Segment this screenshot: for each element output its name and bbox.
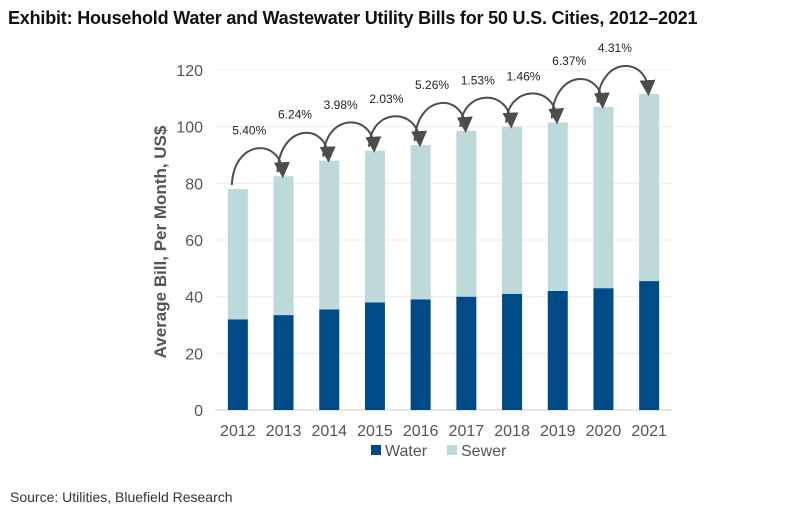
growth-label: 6.24%: [278, 108, 312, 122]
legend-swatch-water: [371, 445, 381, 455]
y-axis-label: Average Bill, Per Month, US$: [151, 125, 170, 358]
x-tick-label: 2020: [586, 423, 622, 440]
y-tick-label: 80: [185, 176, 203, 193]
legend: Water Sewer: [371, 443, 507, 460]
legend-swatch-sewer: [447, 445, 457, 455]
bar-water-2015: [364, 302, 385, 410]
bars: [227, 94, 660, 410]
growth-arrows: 5.40% 6.24% 3.98% 2.03% 5.26% 1.53% 1.46% 6.37%…: [230, 41, 656, 186]
growth-label: 1.53%: [461, 74, 495, 88]
growth-arrow: [276, 132, 336, 173]
growth-label: 6.37%: [552, 54, 586, 68]
y-tick-label: 20: [185, 346, 203, 363]
x-tick-label: 2018: [494, 423, 530, 440]
x-tick-label: 2017: [449, 423, 485, 440]
ticks: 0 20 40 60 80 100 120 2012 2013 2014 2015 2016 2017 2…: [176, 63, 667, 440]
bar-sewer-2017: [456, 130, 477, 297]
growth-label: 4.31%: [598, 41, 632, 55]
growth-arrow: [596, 65, 656, 103]
bar-water-2021: [639, 281, 660, 410]
x-tick-label: 2014: [311, 423, 347, 440]
growth-label: 1.46%: [506, 69, 540, 83]
legend-label-sewer: Sewer: [461, 443, 507, 460]
bar-water-2018: [502, 293, 523, 410]
bar-sewer-2012: [227, 189, 248, 320]
bar-sewer-2018: [502, 126, 523, 294]
growth-arrow: [550, 78, 610, 119]
page-title: Exhibit: Household Water and Wastewater …: [8, 8, 698, 28]
bar-sewer-2013: [273, 176, 294, 316]
bar-water-2016: [410, 299, 431, 410]
y-tick-label: 100: [176, 120, 203, 137]
bar-water-2012: [227, 319, 248, 410]
bar-sewer-2021: [639, 94, 660, 282]
x-tick-label: 2021: [631, 423, 667, 440]
growth-arrow: [322, 121, 382, 157]
source-note: Source: Utilities, Bluefield Research: [10, 489, 233, 505]
growth-arrow: [230, 147, 290, 186]
bar-sewer-2014: [319, 160, 340, 310]
legend-label-water: Water: [385, 443, 428, 460]
bar-water-2019: [547, 291, 568, 410]
bar-water-2014: [319, 309, 340, 410]
y-tick-label: 0: [194, 403, 203, 420]
bar-sewer-2015: [364, 150, 385, 303]
growth-label: 5.40%: [232, 123, 266, 137]
growth-arrow: [459, 96, 519, 129]
bar-water-2013: [273, 315, 294, 410]
bar-sewer-2016: [410, 145, 431, 300]
y-tick-label: 120: [176, 63, 203, 80]
growth-arrow: [505, 92, 565, 125]
y-tick-label: 60: [185, 233, 203, 250]
x-tick-label: 2019: [540, 423, 576, 440]
growth-arrow: [367, 115, 428, 148]
growth-label: 2.03%: [369, 92, 403, 106]
bar-sewer-2020: [593, 106, 614, 289]
growth-label: 5.26%: [415, 78, 449, 92]
x-tick-label: 2013: [266, 423, 302, 440]
x-tick-label: 2015: [357, 423, 393, 440]
y-tick-label: 40: [185, 290, 203, 307]
growth-label: 3.98%: [324, 98, 358, 112]
bar-sewer-2019: [547, 122, 568, 292]
bar-water-2020: [593, 288, 614, 410]
bar-water-2017: [456, 296, 477, 410]
x-tick-label: 2012: [220, 423, 256, 440]
x-tick-label: 2016: [403, 423, 439, 440]
